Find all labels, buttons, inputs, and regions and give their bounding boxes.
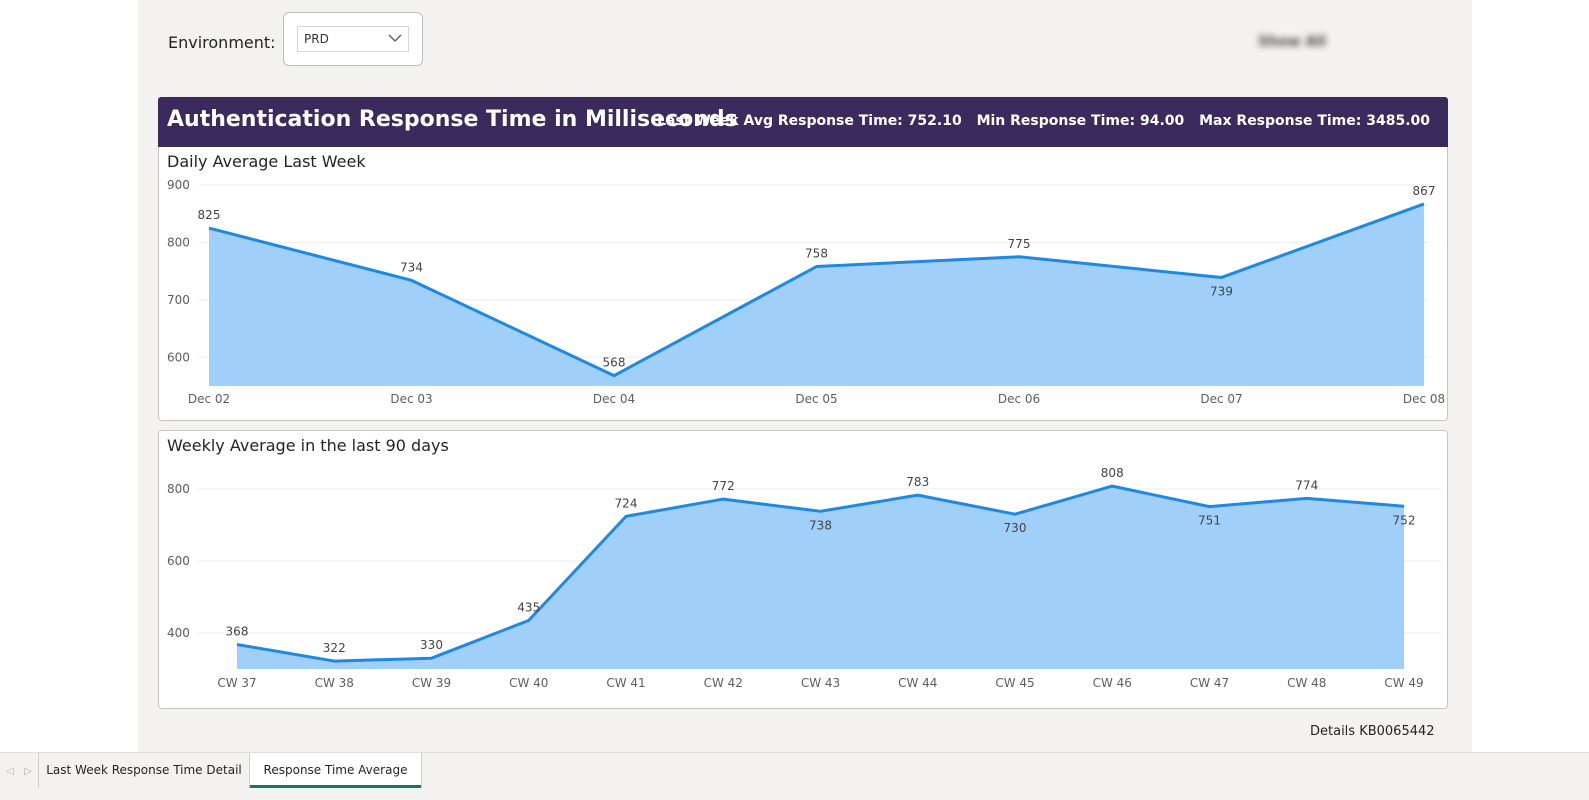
- x-tick-label: Dec 02: [188, 392, 230, 406]
- area-fill: [209, 203, 1424, 386]
- data-label: 758: [805, 247, 828, 261]
- daily-chart-title: Daily Average Last Week: [167, 152, 366, 171]
- data-label: 774: [1295, 478, 1318, 492]
- details-link[interactable]: Details KB0065442: [1310, 724, 1435, 739]
- x-tick-label: CW 48: [1287, 676, 1326, 690]
- chevron-down-icon: [388, 34, 402, 42]
- x-tick-label: Dec 07: [1200, 392, 1242, 406]
- x-tick-label: CW 46: [1093, 676, 1132, 690]
- x-tick-label: CW 39: [412, 676, 451, 690]
- series-line: [236, 484, 1405, 663]
- weekly-chart-title: Weekly Average in the last 90 days: [167, 436, 449, 455]
- environment-dropdown[interactable]: PRD: [297, 26, 409, 52]
- x-tick-label: Dec 08: [1403, 392, 1445, 406]
- tab-response-time-average[interactable]: Response Time Average: [249, 753, 422, 788]
- data-label: 724: [615, 496, 638, 510]
- data-label: 772: [712, 479, 735, 493]
- data-label: 568: [603, 356, 626, 370]
- y-tick-label: 900: [167, 178, 190, 192]
- data-label: 368: [226, 625, 249, 639]
- tab-scroll-right-icon[interactable]: ▷: [24, 766, 32, 777]
- x-tick-label: CW 44: [898, 676, 937, 690]
- environment-label: Environment:: [168, 33, 276, 52]
- x-tick-label: Dec 03: [390, 392, 432, 406]
- data-label: 783: [906, 475, 929, 489]
- data-label: 330: [420, 638, 443, 652]
- series-line: [208, 202, 1425, 378]
- tab-label: Response Time Average: [263, 763, 408, 777]
- data-label: 734: [400, 260, 423, 274]
- area-fill: [237, 486, 1404, 669]
- environment-selected-value: PRD: [304, 32, 329, 46]
- min-response-time: Min Response Time: 94.00: [976, 113, 1185, 129]
- x-tick-label: CW 37: [217, 676, 256, 690]
- max-response-time: Max Response Time: 3485.00: [1199, 113, 1430, 129]
- daily-average-chart: 900 800 700 600 825 734 568 758 775 739 867 Dec 02 D…: [167, 178, 1445, 406]
- y-tick-label: 800: [167, 482, 190, 496]
- banner-stats: Last Week Avg Response Time: 752.10 Min …: [647, 113, 1430, 129]
- data-label: 738: [809, 518, 832, 532]
- data-label: 752: [1393, 513, 1416, 527]
- avg-response-time: Last Week Avg Response Time: 752.10: [657, 113, 962, 129]
- tab-scroll-left-icon[interactable]: ◁: [6, 766, 14, 777]
- x-tick-label: CW 49: [1384, 676, 1423, 690]
- page-tab-bar: ◁ ▷ Last Week Response Time Detail Respo…: [0, 752, 1589, 800]
- tab-last-week-response-time-detail[interactable]: Last Week Response Time Detail: [38, 753, 249, 788]
- report-banner: Authentication Response Time in Millisec…: [158, 97, 1448, 147]
- x-tick-label: CW 45: [995, 676, 1034, 690]
- data-label: 808: [1101, 466, 1124, 480]
- data-label: 775: [1008, 237, 1031, 251]
- active-tab-indicator: [250, 785, 421, 788]
- data-label: 322: [323, 641, 346, 655]
- x-tick-label: Dec 05: [795, 392, 837, 406]
- data-label: 825: [198, 208, 221, 222]
- data-label: 867: [1413, 184, 1436, 198]
- y-tick-label: 700: [167, 293, 190, 307]
- x-tick-label: Dec 04: [593, 392, 635, 406]
- x-tick-label: CW 40: [509, 676, 548, 690]
- weekly-average-chart-panel: Weekly Average in the last 90 days 800 60…: [158, 430, 1448, 709]
- report-title: Authentication Response Time in Millisec…: [167, 107, 738, 132]
- y-tick-label: 600: [167, 350, 190, 364]
- daily-average-chart-panel: Daily Average Last Week 900 800 700 600 825 7…: [158, 147, 1448, 421]
- data-label: 730: [1004, 521, 1027, 535]
- x-tick-label: Dec 06: [998, 392, 1040, 406]
- y-tick-label: 400: [167, 626, 190, 640]
- data-label: 739: [1210, 284, 1233, 298]
- x-tick-label: CW 38: [315, 676, 354, 690]
- x-tick-label: CW 43: [801, 676, 840, 690]
- x-tick-label: CW 41: [606, 676, 645, 690]
- data-label: 751: [1198, 514, 1221, 528]
- x-tick-label: CW 42: [704, 676, 743, 690]
- environment-slicer: PRD: [283, 12, 423, 66]
- data-label: 435: [517, 600, 540, 614]
- x-tick-label: CW 47: [1190, 676, 1229, 690]
- blurred-button[interactable]: Show All: [1258, 34, 1326, 50]
- y-tick-label: 800: [167, 235, 190, 249]
- y-tick-label: 600: [167, 554, 190, 568]
- weekly-average-chart: 800 600 400 368 322 330 435 724 772 738 783 730 808 7…: [167, 466, 1441, 690]
